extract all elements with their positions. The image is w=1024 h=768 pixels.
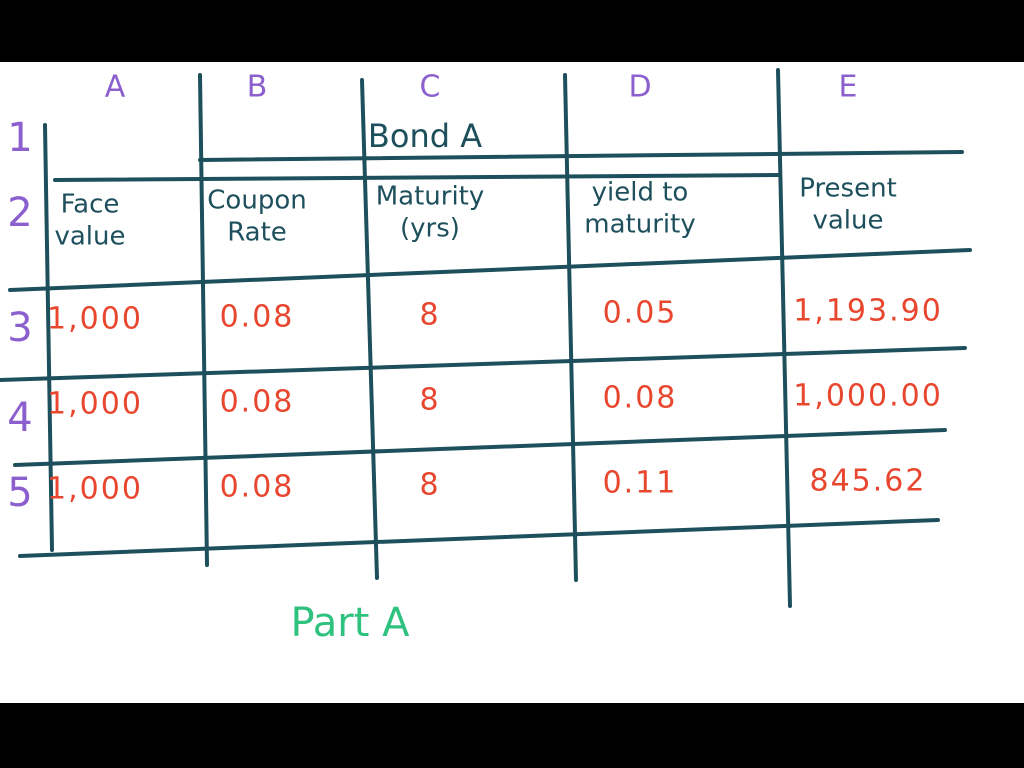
column-header: value — [812, 206, 883, 236]
hline — [8, 248, 972, 292]
column-letter: E — [839, 70, 858, 105]
hline — [0, 346, 967, 382]
table-grid — [0, 68, 972, 608]
cell-value: 8 — [419, 383, 440, 418]
cell-value: 1,000 — [47, 472, 143, 507]
column-header: yield to — [592, 178, 689, 208]
cell-value: 8 — [419, 298, 440, 333]
cell-value: 0.08 — [220, 300, 295, 335]
vline — [360, 78, 379, 580]
column-header: (yrs) — [400, 214, 460, 244]
canvas — [0, 62, 1024, 703]
column-header: Face — [61, 190, 120, 220]
cell-value: 845.62 — [810, 464, 927, 499]
cell-value: 1,000 — [47, 387, 143, 422]
hline — [18, 518, 940, 558]
cell-value: 8 — [419, 468, 440, 503]
vline — [43, 123, 54, 552]
hline — [53, 173, 782, 182]
cell-value: 1,000 — [47, 302, 143, 337]
cell-value: 0.05 — [603, 296, 678, 331]
row-number: 4 — [7, 395, 32, 441]
table-title: Bond A — [368, 117, 482, 155]
column-header: Maturity — [376, 182, 485, 212]
bottom-bar — [0, 703, 1024, 768]
row-number: 3 — [7, 305, 32, 351]
hline — [198, 150, 964, 162]
vline — [563, 73, 578, 582]
cell-value: 1,000.00 — [793, 379, 943, 414]
cell-value: 1,193.90 — [793, 294, 943, 329]
cell-value: 0.08 — [220, 385, 295, 420]
column-header: maturity — [584, 210, 695, 240]
column-header: value — [54, 222, 125, 252]
row-number: 1 — [7, 115, 32, 161]
column-header: Present — [799, 174, 897, 204]
cell-value: 0.08 — [220, 470, 295, 505]
column-header: Rate — [227, 218, 287, 248]
column-header: Coupon — [207, 186, 306, 216]
vline — [198, 73, 209, 567]
cell-value: 0.11 — [603, 466, 678, 501]
column-letter: D — [628, 70, 651, 105]
footer-note: Part A — [290, 600, 410, 646]
top-bar — [0, 0, 1024, 62]
column-letter: B — [247, 70, 268, 105]
cell-value: 0.08 — [603, 381, 678, 416]
vline — [776, 68, 792, 608]
column-letter: C — [420, 70, 441, 105]
column-letter: A — [105, 70, 126, 105]
row-number: 5 — [7, 470, 32, 516]
row-number: 2 — [7, 190, 32, 236]
hline — [13, 428, 947, 467]
